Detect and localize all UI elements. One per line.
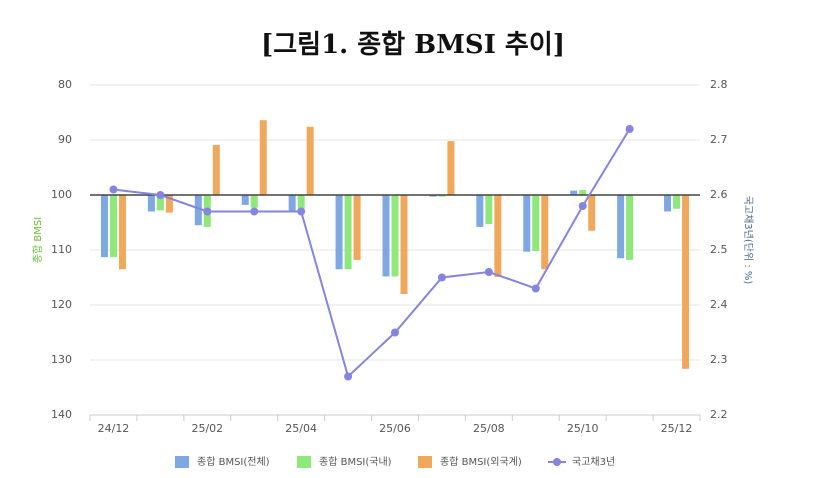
y2-axis-title: 국고채3년(단위 : %) — [742, 196, 755, 285]
x-tick-label: 25/06 — [379, 422, 411, 435]
bar — [673, 195, 681, 209]
y-tick-label: 130 — [51, 353, 72, 366]
legend-label: 종합 BMSI(국내) — [319, 456, 392, 468]
bar — [147, 195, 155, 212]
y-axis-title: 종합 BMSI — [32, 217, 44, 263]
bar — [664, 195, 672, 212]
bar — [306, 126, 314, 195]
line-point — [109, 185, 118, 194]
y-tick-label: 120 — [51, 298, 72, 311]
bar — [212, 144, 220, 195]
bar — [570, 190, 578, 195]
bar — [485, 195, 493, 225]
bar — [682, 195, 690, 369]
bar — [523, 195, 531, 252]
line-point — [391, 328, 399, 337]
bar — [335, 195, 343, 270]
bar — [194, 195, 202, 226]
y2-tick-label: 2.6 — [710, 188, 728, 201]
legend-label: 종합 BMSI(외국계) — [440, 456, 522, 468]
x-tick-label: 25/02 — [191, 422, 223, 435]
line-point — [625, 125, 634, 133]
bar — [344, 195, 352, 270]
bar — [400, 195, 408, 294]
bar — [259, 120, 267, 195]
line-point — [297, 207, 306, 216]
y2-tick-label: 2.5 — [710, 243, 728, 256]
y2-tick-label: 2.7 — [710, 133, 728, 146]
y2-tick-label: 2.4 — [710, 298, 728, 311]
x-tick-label: 25/04 — [285, 422, 317, 435]
legend-swatch — [297, 456, 311, 468]
bar — [438, 195, 446, 197]
bar — [297, 195, 305, 209]
bar — [541, 195, 549, 270]
x-tick-label: 25/10 — [567, 422, 599, 435]
bar — [109, 195, 117, 258]
bar — [626, 195, 634, 260]
bar — [241, 195, 249, 205]
bar — [494, 195, 502, 277]
y-tick-label: 140 — [51, 408, 72, 421]
line-point — [250, 207, 259, 216]
x-tick-label: 25/12 — [661, 422, 693, 435]
y-tick-label: 100 — [51, 188, 72, 201]
line-point — [484, 268, 493, 276]
bar — [100, 195, 108, 258]
bar — [165, 195, 173, 213]
bar — [250, 195, 258, 208]
y2-tick-label: 2.2 — [710, 408, 728, 421]
legend-swatch — [418, 456, 432, 468]
bar — [118, 195, 126, 270]
chart-title: [그림1. 종합 BMSI 추이] — [261, 30, 565, 60]
y-tick-label: 90 — [58, 133, 72, 146]
line-point — [578, 202, 587, 210]
bar — [588, 195, 596, 231]
line-point — [344, 372, 353, 381]
y2-tick-label: 2.3 — [710, 353, 728, 366]
y2-tick-label: 2.8 — [710, 78, 728, 91]
line-point — [437, 273, 446, 282]
y-tick-label: 110 — [51, 243, 72, 256]
bar — [447, 141, 455, 195]
y-tick-label: 80 — [58, 78, 72, 91]
line-point — [203, 207, 212, 216]
bar — [353, 195, 361, 260]
line-point — [531, 284, 540, 293]
bar — [579, 190, 587, 195]
legend-label: 종합 BMSI(전체) — [197, 456, 270, 468]
line-point — [156, 191, 165, 199]
legend-swatch — [553, 458, 561, 466]
legend-label: 국고채3년 — [572, 456, 615, 468]
bar — [617, 195, 625, 259]
line — [113, 128, 631, 379]
bar — [288, 195, 296, 212]
bar — [382, 195, 390, 277]
bar — [476, 195, 484, 227]
x-tick-label: 25/08 — [473, 422, 505, 435]
x-tick-label: 24/12 — [98, 422, 130, 435]
bar — [156, 195, 164, 211]
legend-swatch — [175, 456, 189, 468]
bar — [391, 195, 399, 277]
bar — [429, 195, 437, 197]
bar — [532, 195, 540, 252]
